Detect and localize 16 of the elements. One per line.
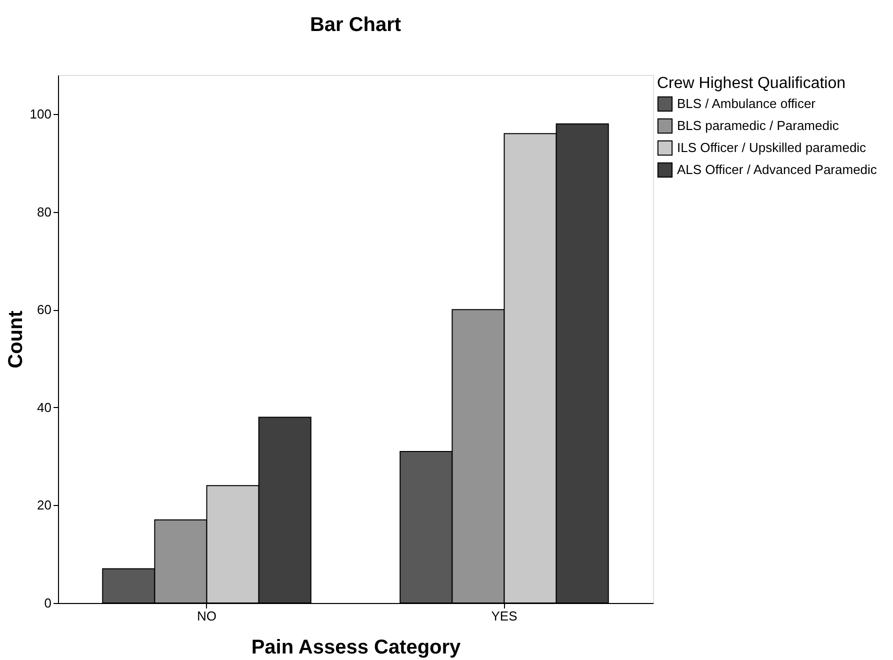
x-tick-label: YES <box>491 608 518 624</box>
x-axis-title: Pain Assess Category <box>251 636 462 658</box>
y-tick-label: 20 <box>37 498 52 513</box>
chart-title: Bar Chart <box>310 14 402 36</box>
x-tick-label: NO <box>197 608 216 624</box>
y-tick-label: 80 <box>37 204 52 220</box>
legend-label: ILS Officer / Upskilled paramedic <box>677 140 867 155</box>
legend-label: BLS / Ambulance officer <box>677 96 816 111</box>
legend-label: BLS paramedic / Paramedic <box>677 118 840 133</box>
y-axis-title: Count <box>4 310 27 368</box>
y-tick-label: 60 <box>37 302 52 318</box>
legend-label: ALS Officer / Advanced Paramedic <box>677 162 878 177</box>
legend-title: Crew Highest Qualification <box>657 75 846 92</box>
y-tick-label: 0 <box>44 596 52 610</box>
y-tick-label: 100 <box>30 106 52 122</box>
y-tick-label: 40 <box>37 400 52 415</box>
